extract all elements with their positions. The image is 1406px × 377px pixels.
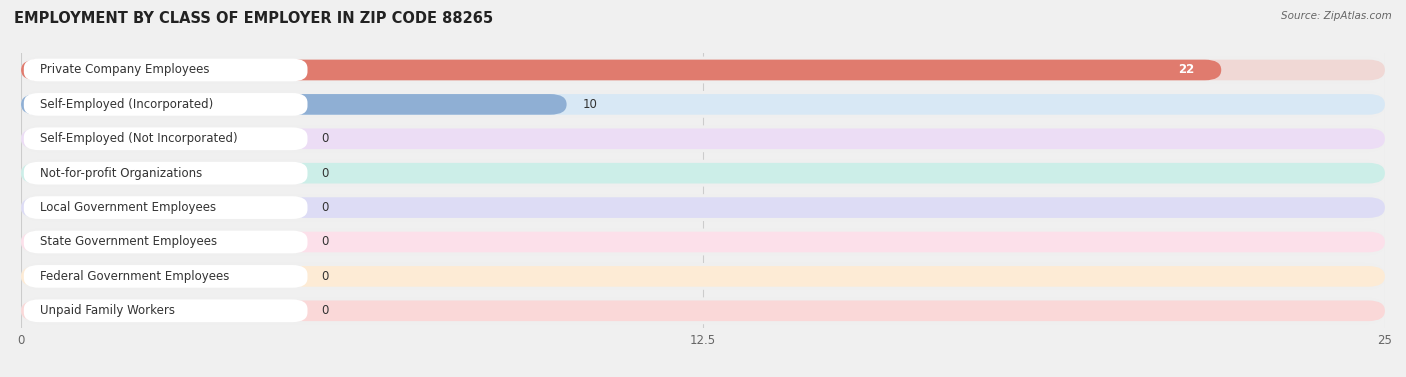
FancyBboxPatch shape — [24, 59, 308, 81]
Text: Private Company Employees: Private Company Employees — [41, 63, 209, 77]
Text: 22: 22 — [1178, 63, 1194, 77]
FancyBboxPatch shape — [21, 91, 1385, 118]
Text: Source: ZipAtlas.com: Source: ZipAtlas.com — [1281, 11, 1392, 21]
FancyBboxPatch shape — [21, 263, 1385, 290]
Text: 10: 10 — [583, 98, 598, 111]
Text: 0: 0 — [321, 167, 329, 180]
FancyBboxPatch shape — [21, 160, 1385, 187]
Text: Not-for-profit Organizations: Not-for-profit Organizations — [41, 167, 202, 180]
FancyBboxPatch shape — [21, 57, 1385, 83]
FancyBboxPatch shape — [21, 197, 1385, 218]
Text: 0: 0 — [321, 132, 329, 145]
Text: EMPLOYMENT BY CLASS OF EMPLOYER IN ZIP CODE 88265: EMPLOYMENT BY CLASS OF EMPLOYER IN ZIP C… — [14, 11, 494, 26]
FancyBboxPatch shape — [21, 231, 1385, 252]
FancyBboxPatch shape — [24, 93, 308, 116]
Text: 0: 0 — [321, 201, 329, 214]
Text: 0: 0 — [321, 304, 329, 317]
FancyBboxPatch shape — [21, 129, 1385, 149]
Text: Self-Employed (Not Incorporated): Self-Employed (Not Incorporated) — [41, 132, 238, 145]
FancyBboxPatch shape — [24, 265, 308, 288]
FancyBboxPatch shape — [21, 163, 1385, 184]
Text: Self-Employed (Incorporated): Self-Employed (Incorporated) — [41, 98, 214, 111]
Text: Unpaid Family Workers: Unpaid Family Workers — [41, 304, 176, 317]
Text: State Government Employees: State Government Employees — [41, 236, 218, 248]
FancyBboxPatch shape — [21, 126, 1385, 152]
Text: 0: 0 — [321, 236, 329, 248]
FancyBboxPatch shape — [21, 94, 1385, 115]
Text: Local Government Employees: Local Government Employees — [41, 201, 217, 214]
FancyBboxPatch shape — [21, 194, 1385, 221]
Text: 0: 0 — [321, 270, 329, 283]
FancyBboxPatch shape — [24, 127, 308, 150]
FancyBboxPatch shape — [24, 162, 308, 184]
FancyBboxPatch shape — [24, 299, 308, 322]
FancyBboxPatch shape — [24, 196, 308, 219]
Text: Federal Government Employees: Federal Government Employees — [41, 270, 229, 283]
FancyBboxPatch shape — [21, 266, 1385, 287]
FancyBboxPatch shape — [21, 297, 1385, 324]
FancyBboxPatch shape — [21, 60, 1222, 80]
FancyBboxPatch shape — [21, 300, 1385, 321]
FancyBboxPatch shape — [21, 94, 567, 115]
FancyBboxPatch shape — [24, 231, 308, 253]
FancyBboxPatch shape — [21, 228, 1385, 255]
FancyBboxPatch shape — [21, 60, 1385, 80]
